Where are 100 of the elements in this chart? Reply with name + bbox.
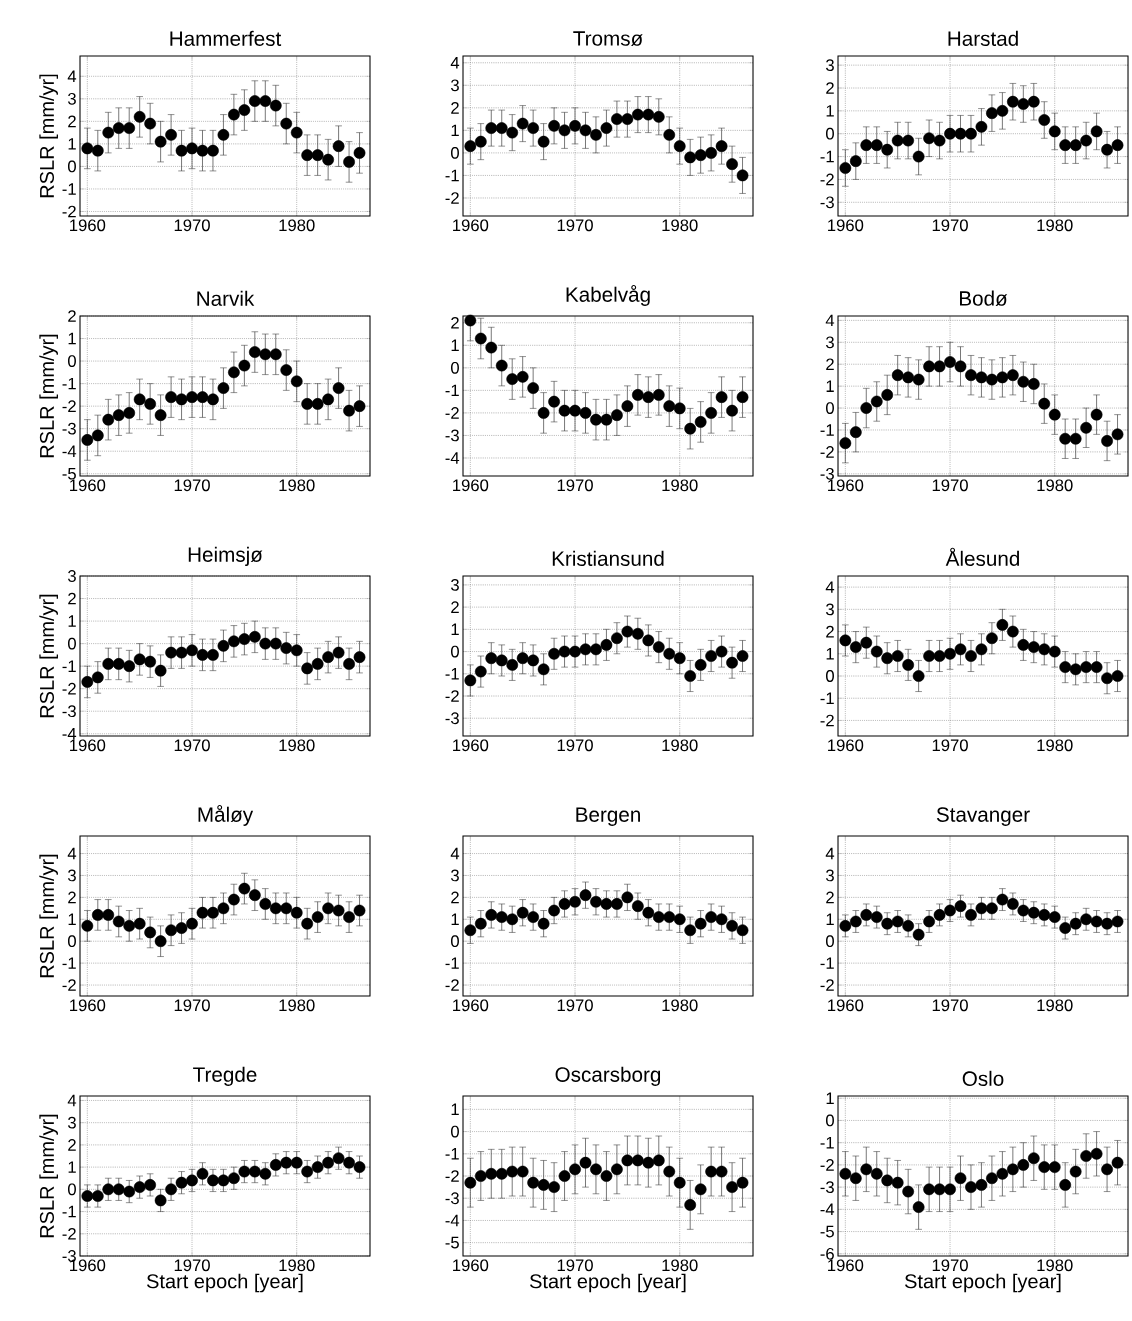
y-tick-label: 0	[68, 637, 76, 650]
point	[248, 889, 261, 902]
point	[217, 129, 230, 141]
point	[1080, 421, 1092, 434]
chart-title: Stavanger	[936, 807, 1030, 826]
point	[912, 373, 925, 386]
y-tick-label: -2	[820, 1159, 834, 1171]
y-tick-label: 3	[67, 570, 76, 582]
y-tick-label: -2	[445, 1170, 459, 1182]
point	[1111, 670, 1124, 682]
point	[112, 915, 125, 928]
point	[1017, 375, 1030, 388]
point	[1027, 1152, 1040, 1165]
x-tick-label: 1970	[174, 219, 210, 232]
point	[81, 434, 94, 446]
point	[870, 1167, 883, 1180]
chart-title: Måløy	[198, 805, 254, 826]
point	[217, 1174, 230, 1187]
x-tick-label: 1960	[828, 219, 864, 232]
point	[81, 142, 94, 155]
chart-title: Kabelvåg	[566, 285, 650, 306]
y-tick-label: -4	[445, 1214, 460, 1227]
point	[663, 911, 676, 923]
point	[343, 658, 355, 670]
point	[694, 917, 707, 930]
point	[1017, 904, 1030, 917]
point	[280, 117, 293, 130]
point	[248, 95, 261, 107]
point	[652, 1154, 665, 1167]
point	[881, 917, 894, 930]
y-tick-label: 1	[826, 648, 834, 660]
point	[301, 1165, 314, 1178]
y-tick-label: -2	[62, 979, 76, 991]
point	[259, 637, 272, 650]
point	[631, 108, 644, 121]
point	[1006, 95, 1019, 108]
x-tick-label: 1980	[662, 1259, 698, 1272]
point	[1101, 917, 1113, 930]
point	[495, 359, 508, 372]
point	[1090, 1147, 1103, 1160]
point	[558, 404, 571, 417]
point	[485, 341, 498, 354]
point	[112, 658, 125, 670]
x-tick-label: 1960	[453, 999, 489, 1012]
y-tick-label: 1	[826, 105, 834, 117]
point	[590, 129, 602, 141]
point	[1006, 369, 1019, 382]
point	[933, 1183, 946, 1196]
point	[280, 902, 293, 915]
point	[944, 904, 956, 917]
point	[933, 134, 946, 147]
point	[144, 398, 157, 410]
x-tick-label: 1980	[662, 219, 698, 232]
point	[600, 639, 613, 651]
y-tick-label: -5	[62, 467, 76, 480]
y-tick-label: -2	[62, 1227, 76, 1240]
point	[1027, 906, 1040, 919]
x-tick-label: 1970	[557, 219, 593, 232]
point	[1111, 1156, 1124, 1169]
point	[154, 409, 167, 422]
y-axis-title: RSLR [mm/yr]	[39, 334, 58, 458]
point	[611, 1163, 623, 1176]
point	[196, 144, 209, 157]
point	[527, 911, 540, 923]
point	[186, 391, 198, 403]
point	[684, 924, 697, 937]
y-tick-label: 0	[826, 127, 834, 140]
point	[217, 902, 230, 915]
point	[694, 149, 707, 162]
x-tick-label: 1970	[557, 1259, 593, 1272]
chart-title: Bodø	[960, 290, 1008, 306]
y-tick-label: -1	[820, 1136, 834, 1149]
point	[464, 924, 477, 937]
point	[154, 935, 167, 948]
point	[860, 1163, 873, 1176]
point	[343, 911, 355, 923]
point	[495, 1167, 508, 1180]
y-axis-title: RSLR [mm/yr]	[39, 74, 58, 198]
point	[474, 917, 487, 930]
point	[175, 646, 188, 659]
point	[600, 898, 613, 910]
point	[684, 151, 697, 164]
point	[228, 893, 240, 906]
point	[673, 140, 686, 153]
point	[1006, 625, 1019, 638]
point	[353, 400, 366, 413]
point	[516, 370, 529, 383]
point	[464, 314, 477, 327]
point	[311, 398, 324, 410]
x-tick-label: 1960	[453, 219, 489, 232]
y-tick-label: 2	[68, 891, 76, 904]
point	[933, 909, 946, 921]
point	[975, 643, 988, 656]
point	[891, 650, 904, 662]
y-tick-label: -4	[62, 728, 77, 740]
point	[715, 645, 728, 658]
x-tick-label: 1960	[828, 1259, 864, 1272]
point	[600, 122, 613, 134]
y-tick-label: 0	[68, 1183, 76, 1196]
y-tick-label: 4	[67, 847, 77, 860]
